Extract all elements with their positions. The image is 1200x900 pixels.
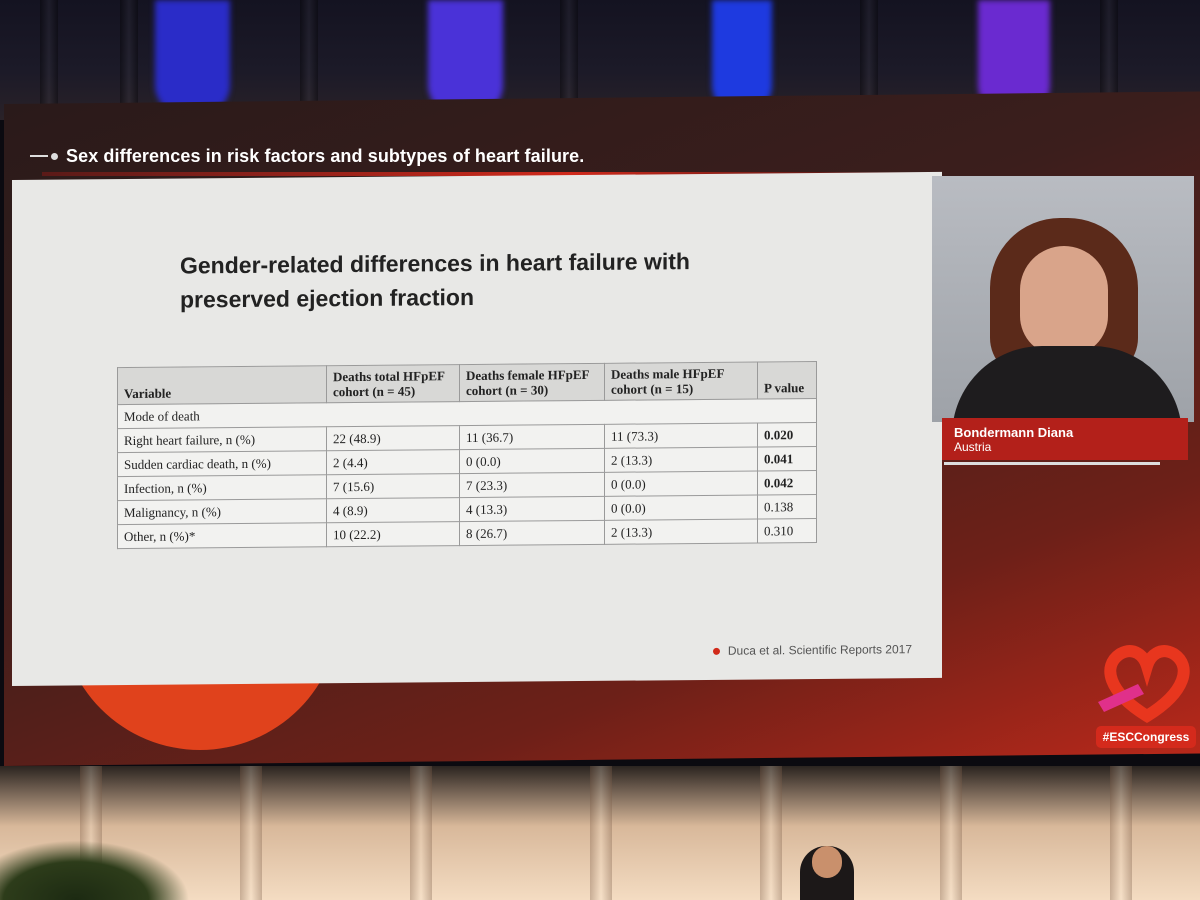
stage-spotlight <box>155 0 230 115</box>
curtain-fold <box>240 766 262 900</box>
speaker-face <box>1020 246 1108 356</box>
stage-lower-curtain <box>0 766 1200 900</box>
curtain-fold <box>1110 766 1132 900</box>
table-cell: 0 (0.0) <box>604 494 758 521</box>
table-header-cell: Deaths male HFpEF cohort (n = 15) <box>604 361 758 401</box>
table-cell: 2 (13.3) <box>604 518 758 545</box>
table-cell: 2 (13.3) <box>604 446 758 473</box>
table-header-cell: Deaths total HFpEF cohort (n = 45) <box>326 364 460 403</box>
curtain-fold <box>1100 0 1118 120</box>
table-cell: 4 (13.3) <box>459 496 605 522</box>
table-cell: Right heart failure, n (%) <box>117 426 327 453</box>
hashtag-badge: #ESCCongress <box>1096 726 1196 748</box>
speaker-country: Austria <box>954 439 992 454</box>
stage-spotlight <box>428 0 503 115</box>
slide-title: Gender-related differences in heart fail… <box>180 248 690 313</box>
curtain-fold <box>410 766 432 900</box>
curtain-fold <box>860 0 878 120</box>
table-header-cell: P value <box>757 361 817 399</box>
mode-of-death-table: Variable Deaths total HFpEF cohort (n = … <box>117 360 817 550</box>
table-cell: 11 (73.3) <box>604 422 758 449</box>
p-value-cell: 0.138 <box>757 494 817 519</box>
p-value-cell: 0.020 <box>757 422 817 447</box>
curtain-fold <box>940 766 962 900</box>
table-cell: 0 (0.0) <box>459 448 605 474</box>
speaker-body <box>952 346 1182 422</box>
presenter-head <box>812 846 842 878</box>
table-cell: 7 (15.6) <box>326 473 460 499</box>
speaker-name-plate: Bondermann Diana Austria <box>942 418 1188 460</box>
table-header-cell: Variable <box>117 365 327 405</box>
table-cell: 10 (22.2) <box>326 521 460 547</box>
header-dot-icon <box>51 152 58 160</box>
name-plate-underline <box>944 462 1160 465</box>
p-value-cell: 0.042 <box>757 470 817 495</box>
table-cell: 4 (8.9) <box>326 497 460 523</box>
curtain-fold <box>40 0 58 120</box>
table-cell: 0 (0.0) <box>604 470 758 497</box>
table-cell: Malignancy, n (%) <box>117 498 327 525</box>
table-cell: 8 (26.7) <box>459 520 605 546</box>
table-cell: 7 (23.3) <box>459 472 605 498</box>
header-divider <box>42 172 922 176</box>
table-cell: Infection, n (%) <box>117 474 327 501</box>
table-cell: Other, n (%)* <box>117 522 327 549</box>
p-value-cell: 0.041 <box>757 446 817 471</box>
curtain-fold <box>560 0 578 120</box>
stage-plant <box>0 840 190 900</box>
curtain-fold <box>300 0 318 120</box>
table-cell: 11 (36.7) <box>459 424 605 450</box>
table-header-cell: Deaths female HFpEF cohort (n = 30) <box>459 363 605 402</box>
slide: Gender-related differences in heart fail… <box>12 171 942 686</box>
citation-text: Duca et al. Scientific Reports 2017 <box>727 642 912 658</box>
table-cell: 22 (48.9) <box>326 425 460 451</box>
curtain-fold <box>120 0 138 120</box>
curtain-fold <box>590 766 612 900</box>
header-dash-icon <box>30 155 48 157</box>
table-header-row: Variable Deaths total HFpEF cohort (n = … <box>117 361 817 405</box>
bullet-dot-icon <box>712 647 720 655</box>
esc-heart-logo-icon <box>1098 645 1190 724</box>
p-value-cell: 0.310 <box>757 518 817 543</box>
table-row: Other, n (%)* 10 (22.2) 8 (26.7) 2 (13.3) 0.… <box>117 518 817 549</box>
table-cell: Sudden cardiac death, n (%) <box>117 450 327 477</box>
speaker-name: Bondermann Diana <box>954 424 1074 440</box>
presentation-header: Sex differences in risk factors and subt… <box>30 138 1190 174</box>
presentation-title: Sex differences in risk factors and subt… <box>66 145 585 166</box>
citation: Duca et al. Scientific Reports 2017 <box>712 642 912 658</box>
table-cell: 2 (4.4) <box>326 449 460 475</box>
curtain-fold <box>760 766 782 900</box>
speaker-video-feed <box>932 176 1194 422</box>
